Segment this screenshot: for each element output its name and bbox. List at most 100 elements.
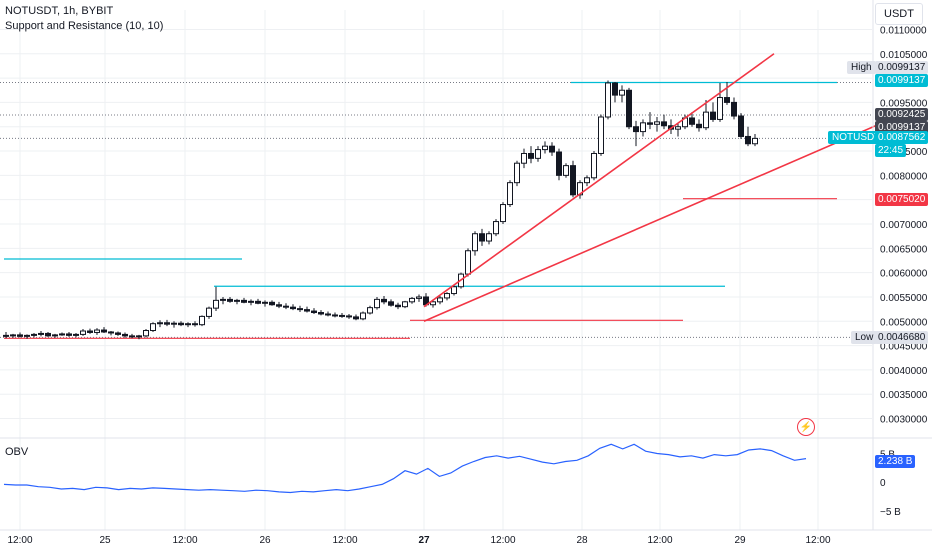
price-tick-label: 0.0055000 [880, 293, 928, 304]
candle [171, 322, 177, 325]
obv-tick-label: 0 [880, 478, 886, 489]
candle [472, 233, 478, 252]
candle [45, 332, 51, 337]
symbol-legend[interactable]: NOTUSDT, 1h, BYBIT [5, 5, 114, 17]
candle [311, 310, 317, 314]
candle [206, 307, 212, 317]
time-tick-label: 12:00 [647, 535, 672, 546]
candle [724, 97, 730, 103]
obv-legend[interactable]: OBV [5, 446, 29, 458]
price-tick-label: 0.0045000 [880, 342, 928, 353]
candle [318, 312, 324, 315]
price-tick-label: 0.0030000 [880, 415, 928, 426]
candle [24, 334, 30, 337]
time-tick-label: 12:00 [490, 535, 515, 546]
candle [675, 126, 681, 130]
resistance-value-tag: 0.0099137 [875, 74, 929, 87]
candle [465, 250, 471, 275]
time-tick-label: 25 [99, 535, 111, 546]
candle [332, 314, 338, 317]
candle [178, 322, 184, 326]
currency-selector[interactable]: USDT [875, 3, 923, 25]
price-tick-label: 0.0070000 [880, 220, 928, 231]
time-tick-label: 12:00 [172, 535, 197, 546]
candle [87, 330, 93, 333]
candle [101, 329, 107, 333]
candle [570, 165, 576, 196]
high-value-tag: 0.0099137 [875, 61, 929, 74]
price-tick-label: 0.0105000 [880, 50, 928, 61]
candle [409, 297, 415, 303]
mid-value-tag-2: 0.0099137 [875, 121, 929, 134]
candle [416, 296, 422, 299]
candle [752, 137, 758, 145]
candle [10, 334, 16, 337]
price-tick-label: 0.0035000 [880, 390, 928, 401]
candle [591, 152, 597, 179]
price-tick-label: 0.0060000 [880, 269, 928, 280]
candle [654, 121, 660, 125]
candle [185, 323, 191, 326]
price-grid [0, 10, 872, 530]
candle [360, 312, 366, 320]
candle [738, 115, 744, 137]
candle [213, 299, 219, 309]
candle [745, 135, 751, 145]
candle [304, 309, 310, 312]
price-tick-label: 0.0040000 [880, 366, 928, 377]
low-value-tag: 0.0046680 [875, 331, 929, 344]
time-tick-label: 12:00 [332, 535, 357, 546]
candle [129, 335, 135, 338]
obv-tick-label: −5 B [880, 507, 901, 518]
candle [143, 330, 149, 337]
candle [52, 334, 58, 337]
candle [507, 182, 513, 206]
trendlines [423, 53, 880, 323]
candle [94, 329, 100, 333]
candle [479, 233, 485, 242]
obv-value-tag: 2.238 B [875, 455, 916, 468]
candle [633, 126, 639, 133]
obv-line [3, 443, 807, 494]
candle [619, 89, 625, 96]
candle [493, 221, 499, 235]
high-label: High [847, 61, 876, 74]
candle [220, 298, 226, 301]
candle [731, 101, 737, 117]
support-value-tag: 0.0075020 [875, 193, 929, 206]
candle [73, 333, 79, 336]
candle [703, 111, 709, 129]
candle [346, 315, 352, 318]
lightning-alert-icon[interactable]: ⚡ [797, 418, 815, 436]
low-label: Low [851, 331, 878, 344]
candle [157, 322, 163, 325]
candle [59, 333, 65, 336]
candle [269, 301, 275, 306]
candle [199, 315, 205, 326]
price-tick-label: 0.0080000 [880, 171, 928, 182]
candle [528, 152, 534, 159]
candle [696, 123, 702, 129]
candle [108, 331, 114, 334]
time-tick-label: 27 [418, 535, 430, 546]
candle [290, 306, 296, 310]
candle [150, 323, 156, 332]
price-tick-label: 0.0050000 [880, 317, 928, 328]
candle [241, 299, 247, 303]
mid-value-tag: 0.0092425 [875, 108, 929, 121]
candle [339, 314, 345, 317]
candle [542, 145, 548, 151]
indicator-legend[interactable]: Support and Resistance (10, 10) [5, 20, 164, 32]
candle [3, 334, 9, 337]
candle [626, 89, 632, 128]
candle [500, 204, 506, 223]
candle [717, 97, 723, 120]
candle [38, 332, 44, 335]
candle [451, 286, 457, 295]
candle [430, 301, 436, 306]
price-tick-label: 0.0110000 [880, 25, 927, 36]
candle [647, 122, 653, 125]
time-tick-label: 12:00 [805, 535, 830, 546]
candle [521, 152, 527, 164]
candle [276, 304, 282, 307]
